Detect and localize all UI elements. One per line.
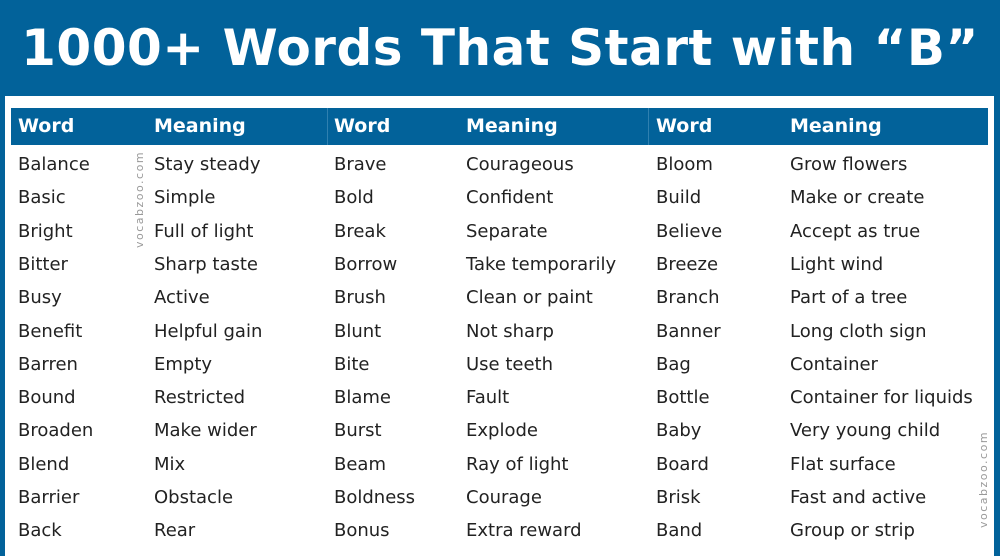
word-cell: Bright bbox=[18, 220, 73, 242]
meaning-cell: Active bbox=[154, 287, 210, 309]
word-cell: Bottle bbox=[656, 387, 710, 409]
meaning-cell: Restricted bbox=[154, 387, 246, 409]
column-header-word: Word bbox=[334, 115, 391, 137]
meaning-cell: Ray of light bbox=[466, 453, 569, 475]
meaning-cell: Accept as true bbox=[790, 220, 921, 242]
column-header-meaning: Meaning bbox=[154, 115, 246, 137]
meaning-cell: Long cloth sign bbox=[790, 320, 927, 342]
word-cell: Blunt bbox=[334, 320, 382, 342]
meaning-cell: Container for liquids bbox=[790, 387, 973, 409]
meaning-cell: Use teeth bbox=[466, 353, 554, 375]
word-cell: Breeze bbox=[656, 253, 719, 275]
watermark: vocabzoo.com bbox=[977, 430, 990, 528]
word-cell: Basic bbox=[18, 187, 66, 209]
meaning-cell: Rear bbox=[154, 520, 196, 542]
meaning-cell: Extra reward bbox=[466, 520, 582, 542]
meaning-cell: Courageous bbox=[466, 154, 574, 175]
meaning-cell: Mix bbox=[154, 453, 186, 475]
meaning-cell: Courage bbox=[466, 487, 542, 508]
word-cell: Blend bbox=[18, 453, 70, 475]
word-table: Word Meaning Word Meaning Word Meaning Balanc… bbox=[5, 96, 994, 556]
word-cell: Barren bbox=[18, 353, 78, 375]
meaning-cell: Fast and active bbox=[790, 487, 927, 508]
word-cell: Brave bbox=[334, 154, 387, 175]
word-cell: Broaden bbox=[18, 420, 94, 442]
word-cell: Build bbox=[656, 187, 702, 209]
word-cell: Branch bbox=[656, 287, 720, 309]
word-cell: Brush bbox=[334, 287, 386, 309]
word-cell: Borrow bbox=[334, 253, 398, 275]
word-cell: Board bbox=[656, 453, 709, 475]
word-cell: Bite bbox=[334, 353, 370, 375]
meaning-cell: Stay steady bbox=[154, 154, 261, 175]
page-title: 1000+ Words That Start with “B” bbox=[21, 19, 979, 77]
word-cell: Busy bbox=[18, 287, 62, 309]
word-cell: Break bbox=[334, 220, 386, 242]
column-header-word: Word bbox=[656, 115, 713, 137]
meaning-cell: Simple bbox=[154, 187, 216, 209]
word-cell: Brisk bbox=[656, 487, 701, 508]
meaning-cell: Very young child bbox=[790, 420, 941, 442]
meaning-cell: Explode bbox=[466, 420, 538, 442]
word-cell: Bonus bbox=[334, 520, 390, 542]
meaning-cell: Full of light bbox=[154, 220, 254, 242]
column-header-meaning: Meaning bbox=[466, 115, 558, 137]
word-cell: Burst bbox=[334, 420, 382, 442]
word-cell: Benefit bbox=[18, 320, 83, 342]
meaning-cell: Take temporarily bbox=[466, 253, 617, 275]
word-cell: Bold bbox=[334, 187, 374, 209]
word-cell: Banner bbox=[656, 320, 721, 342]
word-cell: Bag bbox=[656, 353, 691, 375]
word-cell: Blame bbox=[334, 387, 391, 409]
word-cell: Bound bbox=[18, 387, 76, 409]
meaning-cell: Grow flowers bbox=[790, 154, 908, 175]
word-cell: Believe bbox=[656, 220, 723, 242]
meaning-cell: Sharp taste bbox=[154, 253, 259, 275]
word-cell: Boldness bbox=[334, 487, 416, 508]
meaning-cell: Fault bbox=[466, 387, 510, 409]
meaning-cell: Make or create bbox=[790, 187, 925, 209]
meaning-cell: Clean or paint bbox=[466, 287, 593, 309]
word-cell: Bitter bbox=[18, 253, 68, 275]
word-cell: Back bbox=[18, 520, 62, 542]
column-header-meaning: Meaning bbox=[790, 115, 882, 137]
meaning-cell: Not sharp bbox=[466, 320, 554, 342]
table-header: Word Meaning Word Meaning Word Meaning bbox=[11, 108, 988, 145]
column-header-word: Word bbox=[18, 115, 75, 137]
watermark: vocabzoo.com bbox=[133, 150, 146, 248]
meaning-cell: Empty bbox=[154, 353, 213, 375]
meaning-cell: Helpful gain bbox=[154, 320, 263, 342]
word-cell: Bloom bbox=[656, 154, 713, 175]
header-divider bbox=[648, 108, 649, 145]
word-cell: Band bbox=[656, 520, 703, 542]
header-divider bbox=[327, 108, 328, 145]
meaning-cell: Flat surface bbox=[790, 453, 896, 475]
word-cell: Beam bbox=[334, 453, 386, 475]
meaning-cell: Group or strip bbox=[790, 520, 915, 542]
meaning-cell: Part of a tree bbox=[790, 287, 908, 309]
meaning-cell: Container bbox=[790, 353, 878, 375]
word-cell: Barrier bbox=[18, 487, 80, 508]
meaning-cell: Separate bbox=[466, 220, 548, 242]
word-cell: Baby bbox=[656, 420, 702, 442]
meaning-cell: Confident bbox=[466, 187, 554, 209]
word-cell: Balance bbox=[18, 154, 90, 175]
meaning-cell: Light wind bbox=[790, 253, 884, 275]
meaning-cell: Obstacle bbox=[154, 487, 234, 508]
meaning-cell: Make wider bbox=[154, 420, 257, 442]
